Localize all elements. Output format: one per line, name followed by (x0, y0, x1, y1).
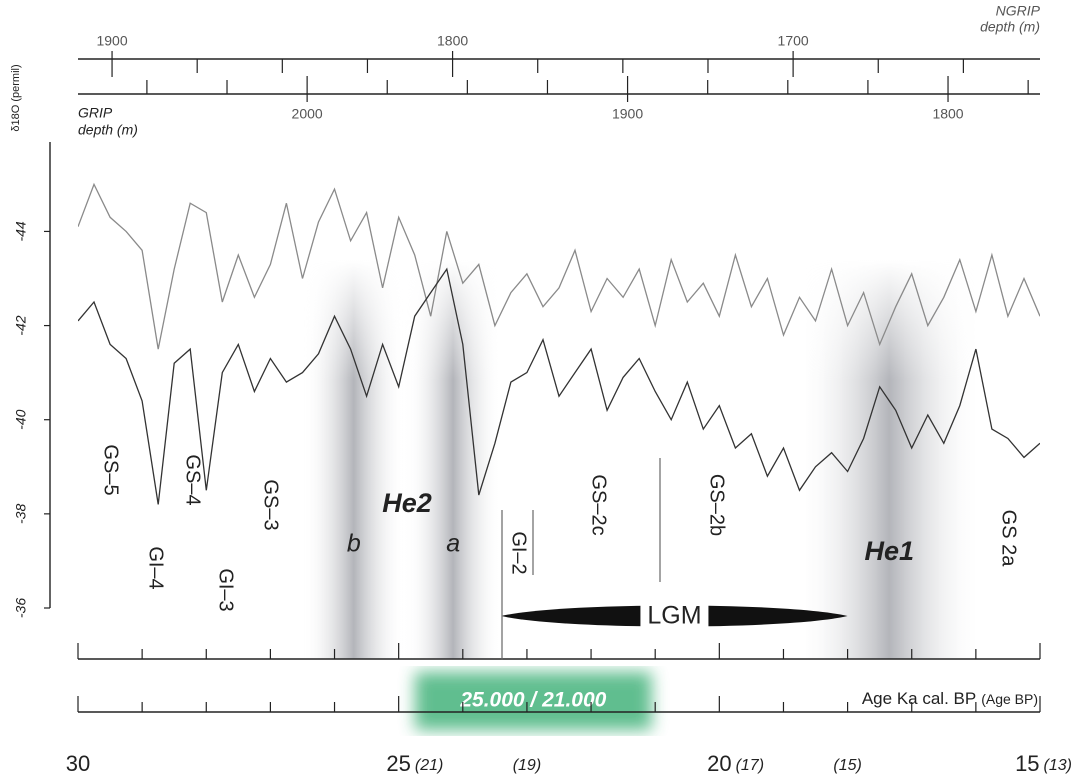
highlight-group: 25.000 / 21.000 (415, 672, 652, 730)
shaded-band (302, 260, 406, 659)
depth-axis-label: GRIP (78, 105, 113, 121)
band-label: a (446, 530, 460, 558)
series-line (78, 182, 1040, 350)
x-secondary-label: (13) (1044, 757, 1072, 774)
y-tick-label: -38 (13, 504, 29, 524)
x-secondary-label: (19) (513, 757, 541, 774)
x-secondary-label: (21) (415, 757, 443, 774)
y-tick-label: -36 (13, 598, 29, 618)
stage-label: GS 2a (998, 510, 1020, 568)
series-line (78, 267, 1040, 505)
highlight-label: 25.000 / 21.000 (459, 689, 606, 712)
depth-axis-label: depth (m) (980, 19, 1040, 35)
stage-label: GS–2c (588, 474, 610, 535)
band-label: b (347, 530, 361, 558)
shaded-band (796, 260, 983, 659)
stage-label: GS–3 (260, 479, 282, 530)
depth-tick-label: 1900 (612, 106, 643, 122)
x-secondary-label: (15) (833, 757, 861, 774)
stage-label: GI–2 (508, 531, 530, 574)
x-tick-label: 20 (707, 751, 731, 776)
depth-axis-label: depth (m) (78, 122, 138, 138)
stage-label: GI–4 (145, 546, 167, 589)
lgm-label: LGM (647, 602, 701, 630)
stage-label: GI–3 (215, 568, 237, 611)
stage-label: He2 (382, 488, 432, 518)
x-secondary-label: (17) (736, 757, 764, 774)
x-axis-label-secondary: (Age BP) (981, 691, 1038, 707)
shaded-band (405, 260, 502, 659)
x-tick-label: 25 (386, 751, 410, 776)
stage-label: GS–4 (182, 454, 204, 505)
highlight-band (415, 672, 652, 730)
bands (302, 260, 983, 659)
depth-tick-label: 1900 (96, 33, 127, 49)
band-label: He1 (865, 536, 915, 566)
lgm-label-box (640, 600, 709, 632)
depth-tick-label: 2000 (292, 106, 323, 122)
depth-tick-label: 1800 (437, 33, 468, 49)
x-axis-label-main: Age Ka cal. BP (862, 689, 976, 708)
x-tick-label: 30 (66, 751, 90, 776)
x-axis-label: Age Ka cal. BP (Age BP) (862, 689, 1038, 708)
depth-tick-label: 1800 (932, 106, 963, 122)
x-tick-label: 15 (1015, 751, 1039, 776)
stage-label: GS–2b (706, 474, 728, 536)
stage-label: GS–5 (100, 444, 122, 495)
main-layer: b a He1 -44 -42 -40 -38 -36 δ18O (permil) 30 25 20 1… (10, 3, 1072, 776)
y-tick-label: -40 (13, 409, 29, 429)
depth-axis-label: NGRIP (996, 3, 1041, 19)
y-axis-label: δ18O (permil) (10, 64, 22, 131)
y-tick-label: -44 (13, 221, 29, 241)
y-tick-label: -42 (13, 315, 29, 335)
depth-tick-label: 1700 (778, 33, 809, 49)
